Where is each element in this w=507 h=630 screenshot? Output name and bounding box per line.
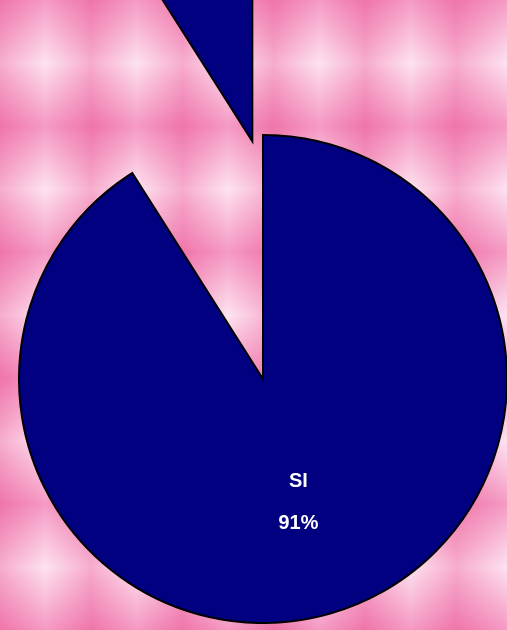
slice-value-si: 91%: [278, 512, 318, 534]
pie-slice-si: [18, 133, 507, 624]
pie-slice-no: [161, 0, 254, 145]
slice-label-si: SI: [289, 470, 308, 492]
pie-slices: [18, 0, 507, 624]
